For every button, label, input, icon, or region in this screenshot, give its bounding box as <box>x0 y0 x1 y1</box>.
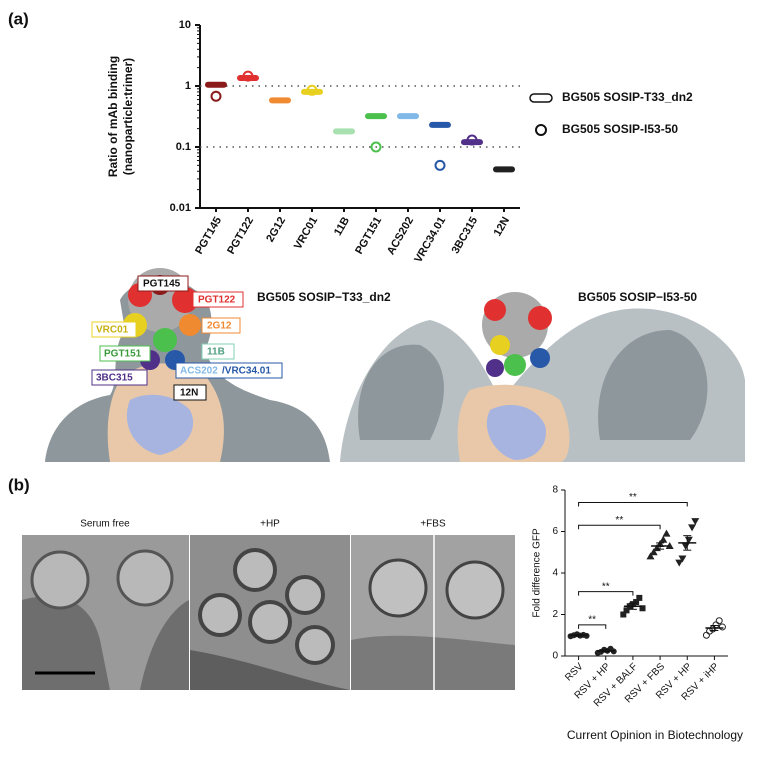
y-tick-label: 10 <box>179 19 191 31</box>
point <box>681 543 690 551</box>
y-axis-label: Ratio of mAb binding <box>106 56 120 177</box>
point <box>702 631 710 639</box>
point <box>639 605 646 612</box>
micrograph-label: +HP <box>260 519 280 530</box>
structure-title: BG505 SOSIP−T33_dn2 <box>257 290 391 304</box>
y-tick-label: 0.1 <box>176 141 191 153</box>
x-tick-label: 12N <box>492 215 513 239</box>
legend-symbol <box>535 124 547 136</box>
y-tick-label: 4 <box>552 568 558 579</box>
marker-circle <box>370 141 382 153</box>
epitope-labels: PGT145 PGT122 VRC01 2G12 PGT151 11B 3BC3… <box>91 275 283 401</box>
point <box>688 524 697 532</box>
marker-pill <box>429 121 451 128</box>
epitope-label: 3BC315 <box>96 373 133 384</box>
epitope-label: ACS202 <box>180 366 218 377</box>
marker-pill <box>301 88 323 95</box>
marker-circle <box>242 70 254 82</box>
x-tick-label: ACS202 <box>385 215 416 257</box>
significance-bracket <box>578 501 688 507</box>
point <box>715 617 723 625</box>
marker-pill <box>205 81 227 88</box>
epitope-label: PGT151 <box>104 349 142 360</box>
footer: Current Opinion in Biotechnology <box>567 728 743 742</box>
epitope-label: /VRC34.01 <box>222 366 271 377</box>
epitope-label: VRC01 <box>96 325 129 336</box>
y-tick-label: 2 <box>552 609 558 620</box>
marker-pill <box>365 113 387 120</box>
significance-bracket <box>578 591 634 596</box>
significance-bracket <box>578 524 661 530</box>
significance-bracket <box>578 624 607 629</box>
point <box>649 548 658 556</box>
point <box>662 529 671 537</box>
x-tick-label: 2G12 <box>264 215 288 244</box>
significance-label: ** <box>588 615 596 626</box>
significance-label: ** <box>629 492 637 503</box>
panel-label: (b) <box>8 475 30 494</box>
point <box>675 559 684 567</box>
marker-circle <box>434 159 446 171</box>
significance-label: ** <box>615 515 623 526</box>
x-tick-label: PGT122 <box>225 215 256 256</box>
point <box>646 552 655 560</box>
panel-label: (a) <box>8 9 29 28</box>
micrographs <box>22 535 515 690</box>
y-tick-label: 6 <box>552 526 558 537</box>
structure-right <box>340 292 745 462</box>
marker-pill <box>397 113 419 120</box>
legend-label: BG505 SOSIP-T33_dn2 <box>562 90 693 104</box>
marker-pill <box>237 75 259 82</box>
epitope-label: PGT145 <box>143 279 181 290</box>
micrograph-label: Serum free <box>80 519 130 530</box>
x-tick-label: PGT151 <box>353 215 384 256</box>
point <box>691 518 700 526</box>
y-tick-label: 0.01 <box>170 202 191 214</box>
x-tick-label: RSV <box>563 661 586 684</box>
point <box>718 623 726 631</box>
marker-circle <box>210 90 222 102</box>
legend-symbol <box>529 93 553 103</box>
x-tick-label: PGT145 <box>193 215 224 256</box>
point <box>665 542 674 550</box>
x-tick-label: 3BC315 <box>450 215 481 256</box>
point <box>678 555 687 563</box>
significance-label: ** <box>602 581 610 592</box>
marker-pill <box>493 166 515 173</box>
micrograph-label: +FBS <box>420 519 446 530</box>
x-tick-label: VRC34.01 <box>412 215 448 265</box>
point <box>620 611 627 618</box>
y-axis-label: (nanoparticle:trimer) <box>121 58 135 175</box>
y-tick-label: 8 <box>552 485 558 496</box>
structure-title: BG505 SOSIP−I53-50 <box>578 290 697 304</box>
epitope-label: 11B <box>207 347 225 358</box>
y-axis-label: Fold difference GFP <box>532 528 543 618</box>
point <box>633 599 640 606</box>
epitope-label: PGT122 <box>198 295 236 306</box>
x-tick-label: 11B <box>332 215 352 238</box>
marker-circle <box>306 84 318 96</box>
point <box>659 535 668 543</box>
y-tick-label: 0 <box>552 651 558 662</box>
x-tick-label: VRC01 <box>292 215 320 252</box>
epitope-label: 12N <box>180 388 198 399</box>
marker-pill <box>461 139 483 146</box>
point <box>623 607 630 614</box>
legend-label: BG505 SOSIP-I53-50 <box>562 122 678 136</box>
marker-pill <box>269 97 291 104</box>
point <box>636 594 643 601</box>
marker-circle <box>466 134 478 146</box>
y-tick-label: 1 <box>185 80 191 92</box>
epitope-label: 2G12 <box>207 321 232 332</box>
marker-pill <box>333 128 355 135</box>
